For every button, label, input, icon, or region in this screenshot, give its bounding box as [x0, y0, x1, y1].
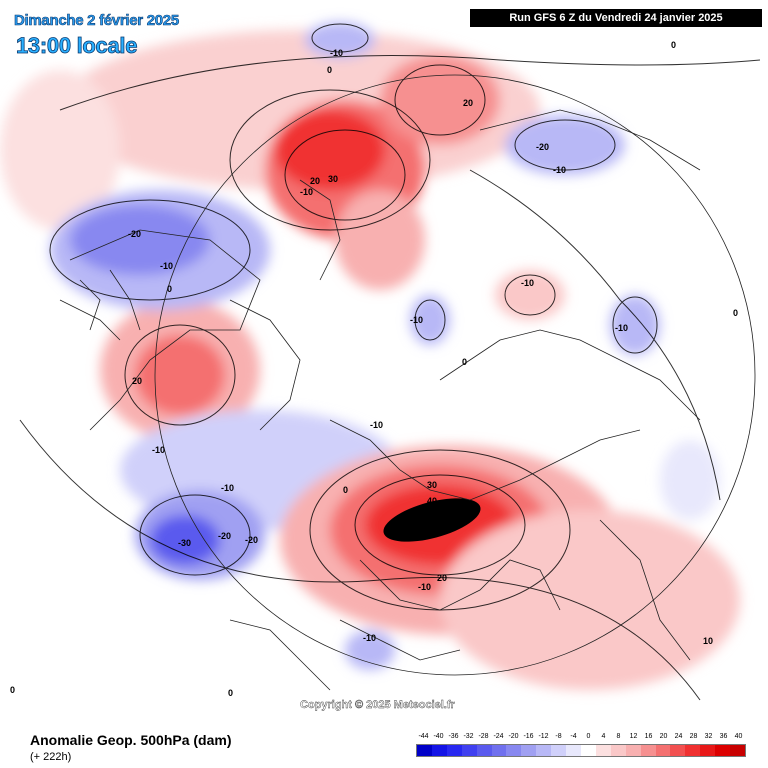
contour-labels: -10 0 20 20 30 -10 -20 -10 0 -20 -10 0 -… — [10, 40, 738, 698]
contour-label: 0 — [167, 284, 172, 294]
color-scale-label: -20 — [508, 733, 519, 740]
color-scale-cell — [580, 745, 596, 756]
color-scale-label: 16 — [644, 733, 653, 740]
color-scale-cell — [595, 745, 611, 756]
color-scale-cell — [715, 745, 731, 756]
max-anomaly-core — [383, 498, 481, 542]
color-scale-cell — [685, 745, 701, 756]
color-scale-label: -28 — [478, 733, 489, 740]
contour-label: 0 — [10, 685, 15, 695]
color-scale-cell — [476, 745, 492, 756]
color-scale-label: 4 — [601, 733, 606, 740]
color-scale-label: -8 — [555, 733, 562, 740]
contour-label: 0 — [462, 357, 467, 367]
run-banner: Run GFS 6 Z du Vendredi 24 janvier 2025 — [470, 9, 762, 27]
color-scale-cell — [446, 745, 462, 756]
contour-label: -10 — [418, 582, 431, 592]
contour-label: 0 — [733, 308, 738, 318]
contour-label: -10 — [363, 633, 376, 643]
color-scale-label: 0 — [586, 733, 591, 740]
contour-label: -20 — [245, 535, 258, 545]
color-scale-cell — [610, 745, 626, 756]
contour-label: -10 — [221, 483, 234, 493]
color-scale-cell — [491, 745, 507, 756]
contour-label: 20 — [132, 376, 142, 386]
contour-label: -10 — [160, 261, 173, 271]
color-scale-label: -32 — [463, 733, 474, 740]
color-scale-label: 40 — [734, 733, 743, 740]
color-scale-label: -44 — [418, 733, 429, 740]
coastlines — [59, 74, 756, 691]
color-scale-label: -4 — [570, 733, 577, 740]
contour-label: -10 — [152, 445, 165, 455]
contour-label: -10 — [410, 315, 423, 325]
contour-label: -10 — [330, 48, 343, 58]
contour-label: -10 — [521, 278, 534, 288]
color-scale-label: -24 — [493, 733, 504, 740]
color-scale-labels: -44 -40 -36 -32 -28 -24 -20 -16 -12 -8 -4 0 4 8 12 16 20… — [416, 733, 746, 743]
contour-label: -10 — [615, 323, 628, 333]
copyright-notice: Copyright © 2025 Meteociel.fr — [300, 699, 455, 711]
color-scale-cell — [536, 745, 552, 756]
color-scale-cell — [730, 745, 745, 756]
color-scale — [416, 744, 746, 757]
color-scale-cell — [461, 745, 477, 756]
contour-label: -20 — [218, 531, 231, 541]
contour-label: -10 — [553, 165, 566, 175]
color-scale-label: 32 — [704, 733, 713, 740]
color-scale-cell — [670, 745, 686, 756]
contour-label: -30 — [178, 538, 191, 548]
contour-label: 20 — [463, 98, 473, 108]
contour-label: 0 — [327, 65, 332, 75]
anomaly-map: -10 0 20 20 30 -10 -20 -10 0 -20 -10 0 -… — [0, 22, 761, 701]
color-scale-label: 28 — [689, 733, 698, 740]
color-scale-cell — [625, 745, 641, 756]
color-scale-cell — [417, 745, 432, 756]
color-scale-label: -36 — [448, 733, 459, 740]
color-scale-cell — [700, 745, 716, 756]
contour-label: -10 — [370, 420, 383, 430]
color-scale-label: 20 — [659, 733, 668, 740]
color-scale-label: 8 — [616, 733, 621, 740]
color-scale-cell — [655, 745, 671, 756]
color-scale-cell — [640, 745, 656, 756]
color-scale-label: -40 — [433, 733, 444, 740]
color-scale-label: 24 — [674, 733, 683, 740]
forecast-date: Dimanche 2 février 2025 — [14, 12, 180, 30]
contour-label: -20 — [536, 142, 549, 152]
color-scale-cell — [566, 745, 581, 756]
contour-label: 40 — [427, 496, 437, 506]
contour-label: 20 — [437, 573, 447, 583]
contour-label: 0 — [671, 40, 676, 50]
color-scale-label: -12 — [538, 733, 549, 740]
color-scale-label: -16 — [523, 733, 534, 740]
color-scale-cell — [431, 745, 447, 756]
footer: Anomalie Geop. 500hPa (dam) (+ 222h) -44… — [0, 728, 768, 768]
color-scale-label: 36 — [719, 733, 728, 740]
contour-label: 30 — [328, 174, 338, 184]
contour-label: 10 — [703, 636, 713, 646]
color-scale-label: 12 — [629, 733, 638, 740]
contour-label: 0 — [228, 688, 233, 698]
contour-label: 0 — [343, 485, 348, 495]
anomaly-fields — [0, 22, 740, 690]
contour-label: -10 — [300, 187, 313, 197]
map-title: Anomalie Geop. 500hPa (dam) — [30, 732, 232, 748]
color-scale-cell — [506, 745, 522, 756]
contour-label: -20 — [128, 229, 141, 239]
color-scale-cell — [551, 745, 567, 756]
forecast-time: 13:00 locale — [16, 33, 138, 59]
color-scale-cell — [521, 745, 537, 756]
forecast-lead: (+ 222h) — [30, 751, 72, 763]
contour-label: 20 — [310, 176, 320, 186]
contour-label: 30 — [427, 480, 437, 490]
